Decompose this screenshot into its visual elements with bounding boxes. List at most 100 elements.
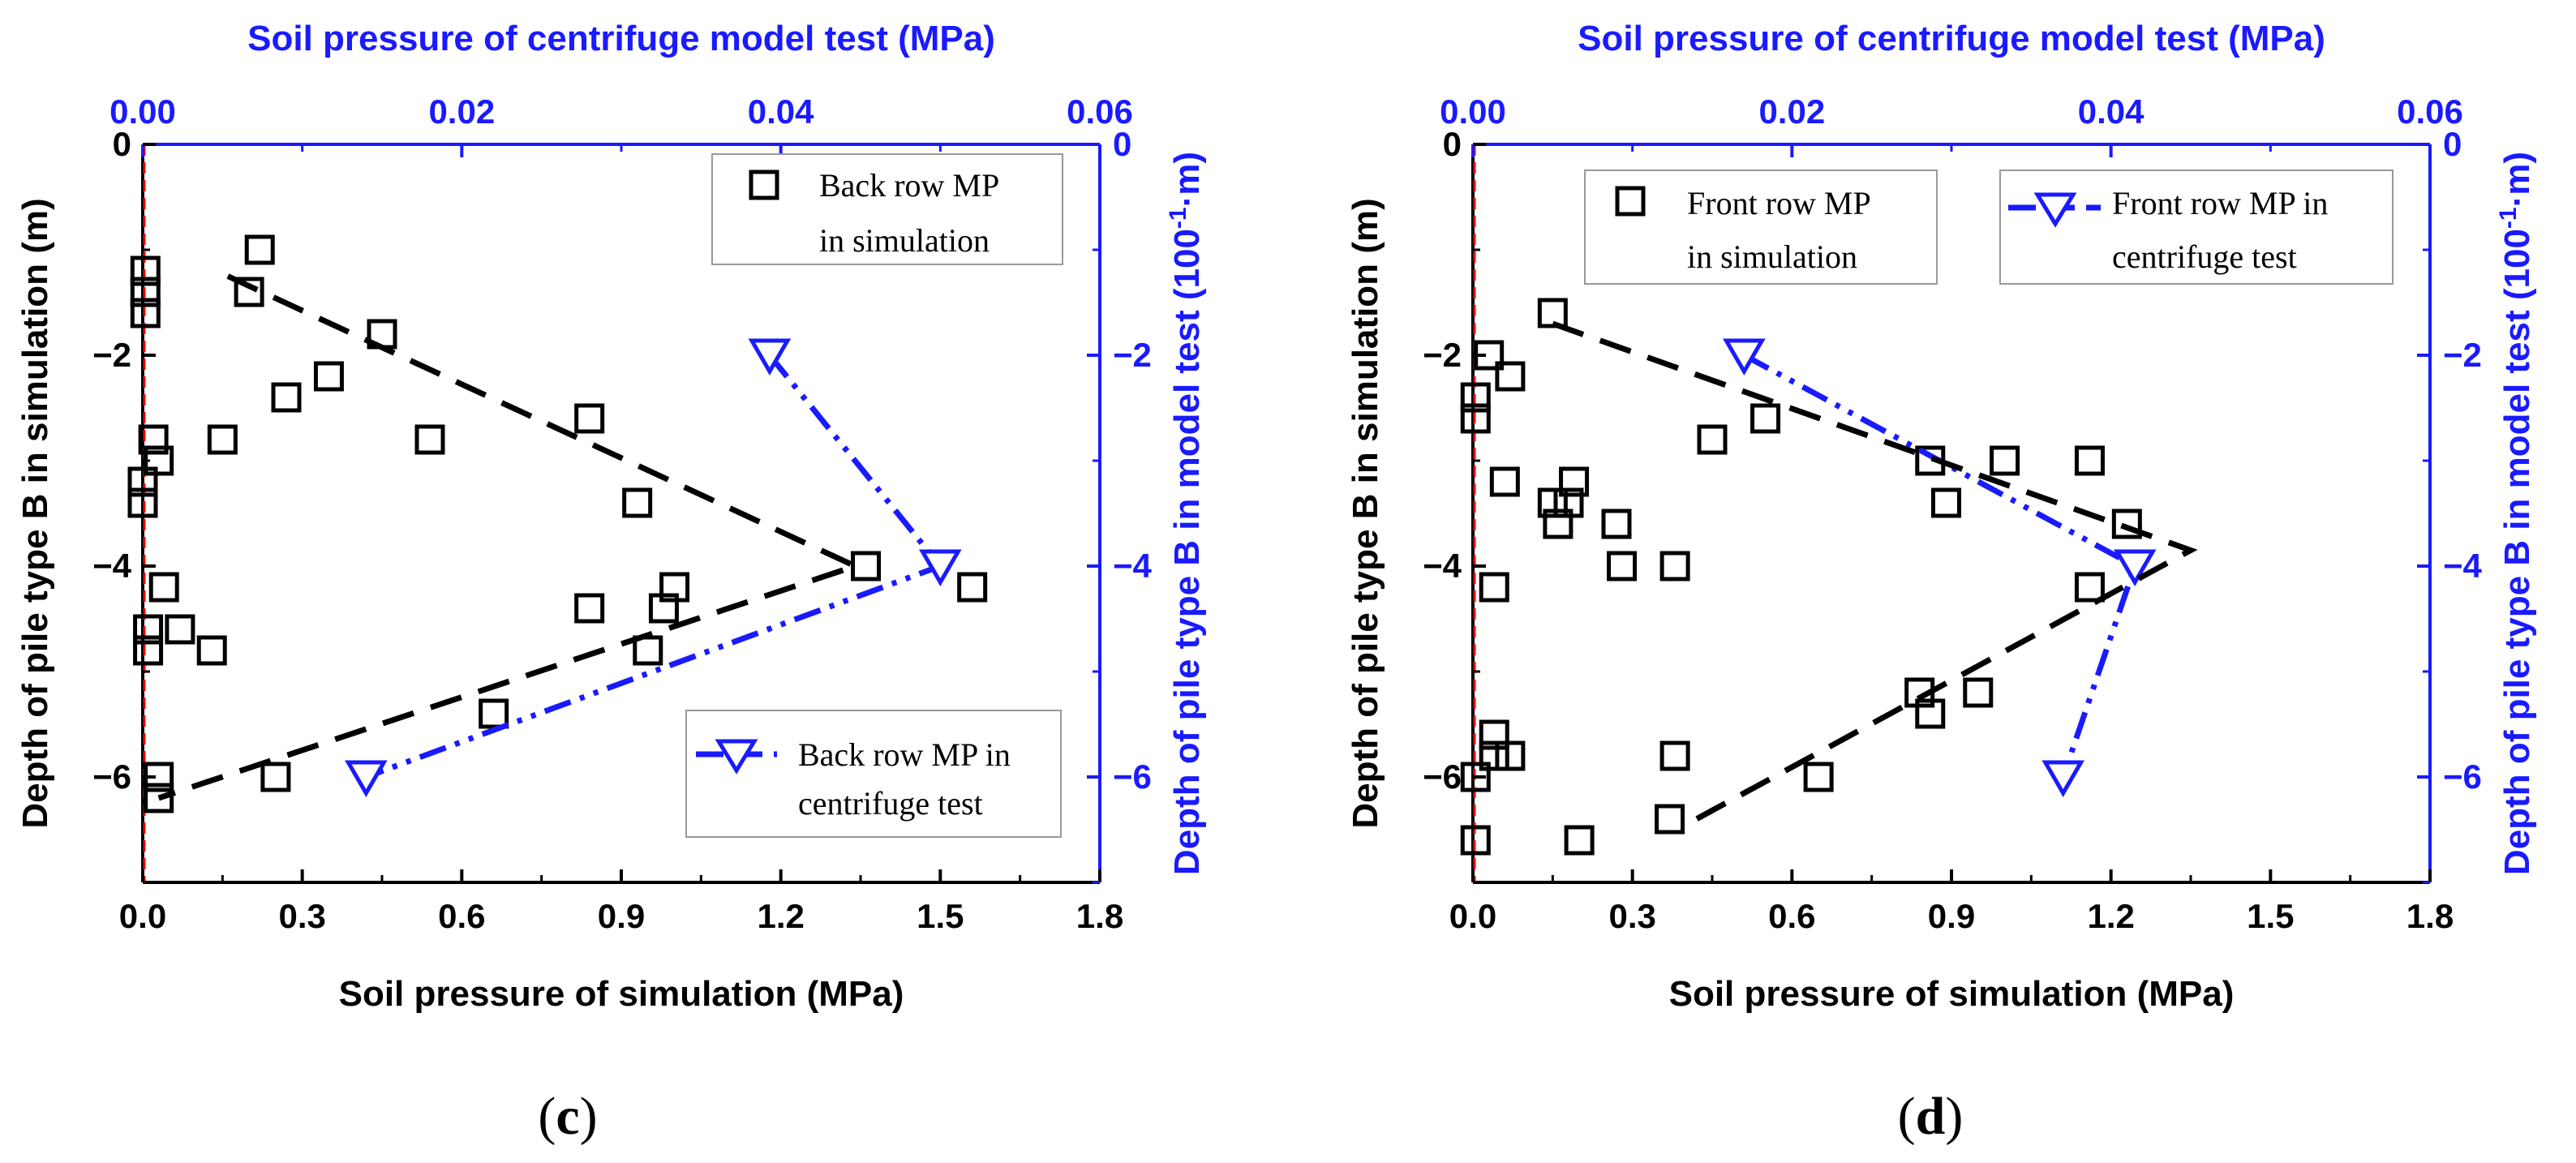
y2-axis-title-main: Depth of pile type B in model test (100 bbox=[1167, 229, 1207, 875]
data-point-square bbox=[633, 635, 663, 666]
y2-tick-label: −4 bbox=[2443, 547, 2483, 585]
x-tick-label: 1.2 bbox=[2087, 897, 2134, 935]
data-point-square bbox=[1930, 487, 1961, 518]
legend-centrifuge-marker bbox=[715, 739, 758, 775]
legend-centrifuge-line-1: Back row MP in bbox=[798, 736, 1011, 773]
data-point-square bbox=[1750, 403, 1781, 434]
data-point-triangle bbox=[2113, 549, 2157, 586]
data-point-square bbox=[1564, 825, 1595, 856]
y-tick-label: −2 bbox=[1423, 336, 1462, 374]
data-point-square bbox=[659, 572, 690, 603]
y2-axis-title-sup: -1 bbox=[1165, 207, 1191, 229]
panel-label-c-close: ) bbox=[580, 1087, 598, 1146]
data-point-square bbox=[1697, 424, 1728, 455]
data-point-square bbox=[1537, 487, 1568, 518]
y2-tick-label: −2 bbox=[1113, 336, 1152, 374]
data-point-square bbox=[2111, 509, 2142, 539]
y-axis-title: Depth of pile type B in simulation (m) bbox=[15, 198, 55, 828]
y-tick-label: 0 bbox=[113, 125, 131, 163]
panel-label-d-open: ( bbox=[1898, 1087, 1916, 1146]
data-point-square bbox=[851, 551, 882, 582]
data-point-square bbox=[1460, 825, 1491, 856]
legend-centrifuge-line-2: centrifuge test bbox=[2112, 238, 2297, 275]
data-point-triangle bbox=[1722, 338, 1766, 376]
data-point-square bbox=[127, 487, 158, 518]
panel-label-c: (c) bbox=[538, 1087, 597, 1146]
data-point-square bbox=[1553, 487, 1584, 518]
y2-axis-title-sup: -1 bbox=[2495, 207, 2522, 229]
data-point-square bbox=[1460, 382, 1491, 413]
legend-centrifuge: Back row MP in centrifuge test bbox=[685, 710, 1062, 838]
data-point-square bbox=[1479, 572, 1509, 603]
x-tick-label: 0.0 bbox=[1449, 897, 1496, 935]
y2-axis-title-main: Depth of pile type B in model test (100 bbox=[2497, 229, 2537, 875]
data-point-square bbox=[130, 298, 161, 328]
data-point-square bbox=[144, 762, 174, 792]
legend-simulation-line-1: Front row MP bbox=[1687, 185, 1871, 221]
data-point-square bbox=[1803, 762, 1834, 792]
data-point-triangle bbox=[2041, 760, 2085, 797]
data-point-square bbox=[1460, 403, 1491, 434]
y-tick-label: −6 bbox=[92, 757, 131, 796]
data-point-square bbox=[138, 424, 169, 455]
data-point-square bbox=[1495, 740, 1526, 771]
legend-centrifuge-line-2: centrifuge test bbox=[798, 785, 983, 822]
data-point-square bbox=[260, 762, 291, 792]
plot-area bbox=[127, 234, 988, 813]
x-tick-label: 1.8 bbox=[1076, 897, 1123, 935]
data-point-square bbox=[133, 614, 164, 645]
data-point-square bbox=[574, 403, 605, 434]
data-point-square bbox=[1655, 804, 1685, 835]
y2-axis-title-tail: ·m) bbox=[1167, 152, 1207, 207]
legend-centrifuge-box bbox=[685, 710, 1062, 838]
x2-tick-label: 0.04 bbox=[2078, 92, 2145, 131]
data-point-square bbox=[622, 487, 653, 518]
data-point-square bbox=[1601, 509, 1632, 539]
data-point-square bbox=[2074, 572, 2105, 603]
legend-simulation: Back row MP in simulation bbox=[711, 153, 1063, 265]
panel-d: 0.0 0.3 0.6 0.9 1.2 1.5 1.80.00 0.02 0.04 0.060−2… bbox=[1346, 19, 2537, 1146]
data-point-square bbox=[1543, 509, 1574, 539]
data-point-square bbox=[957, 572, 988, 603]
x-tick-label: 0.6 bbox=[438, 897, 485, 935]
legend-centrifuge: Front row MP in centrifuge test bbox=[1999, 170, 2394, 285]
data-point-square bbox=[1659, 740, 1690, 771]
data-point-triangle bbox=[918, 549, 962, 586]
x2-tick-label: 0.02 bbox=[1758, 92, 1825, 131]
legend-simulation-marker bbox=[1615, 186, 1646, 217]
data-point-square bbox=[130, 255, 161, 286]
data-point-square bbox=[1495, 361, 1526, 392]
y2-tick-label: 0 bbox=[2443, 125, 2462, 163]
data-point-square bbox=[414, 424, 445, 455]
data-point-square bbox=[234, 277, 264, 307]
data-point-square bbox=[574, 593, 605, 624]
data-point-square bbox=[271, 382, 302, 413]
y2-tick-label: −6 bbox=[1113, 757, 1152, 796]
x2-tick-label: 0.02 bbox=[428, 92, 495, 131]
data-point-square bbox=[2074, 445, 2105, 476]
data-point-square bbox=[1479, 719, 1509, 750]
x2-axis-title: Soil pressure of centrifuge model test (… bbox=[247, 19, 995, 58]
x2-tick-label: 0.04 bbox=[748, 92, 814, 131]
y-tick-label: −4 bbox=[92, 547, 132, 585]
y2-axis-title: Depth of pile type B in model test (100-… bbox=[2495, 152, 2538, 875]
x2-tick-label: 0.06 bbox=[1067, 92, 1133, 131]
legend-centrifuge-box bbox=[1999, 170, 2394, 285]
data-point-square bbox=[1489, 466, 1520, 497]
x-tick-label: 0.0 bbox=[119, 897, 166, 935]
data-point-square bbox=[165, 614, 195, 645]
x-tick-label: 1.5 bbox=[2247, 897, 2294, 935]
data-point-square bbox=[313, 361, 344, 392]
x-tick-label: 1.2 bbox=[757, 897, 804, 935]
y2-tick-label: −6 bbox=[2443, 757, 2482, 796]
data-point-square bbox=[1537, 298, 1568, 328]
y-axis-title: Depth of pile type B in simulation (m) bbox=[1346, 198, 1385, 828]
y-tick-label: 0 bbox=[1443, 125, 1462, 163]
x-tick-label: 1.5 bbox=[917, 897, 964, 935]
data-point-square bbox=[1460, 762, 1491, 792]
x-axis-title: Soil pressure of simulation (MPa) bbox=[339, 974, 904, 1014]
data-point-square bbox=[127, 466, 158, 497]
panel-c: 0.0 0.3 0.6 0.9 1.2 1.5 1.80.00 0.02 0.04 0.060−2… bbox=[15, 19, 1207, 1146]
x-tick-label: 1.8 bbox=[2406, 897, 2454, 935]
data-point-square bbox=[207, 424, 238, 455]
